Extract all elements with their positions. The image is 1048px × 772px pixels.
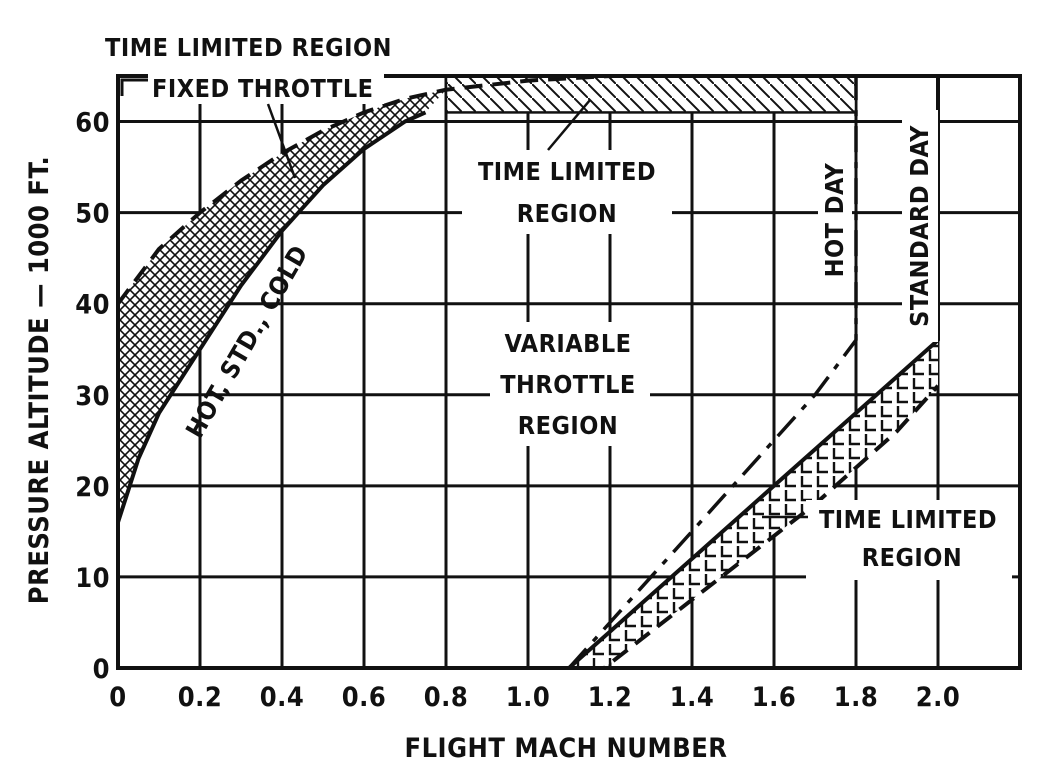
y-tick-label: 10 (75, 563, 110, 594)
series-layer (118, 76, 940, 668)
annotation-bottom-region-line2: REGION (862, 543, 962, 572)
plot-frame (116, 74, 1022, 670)
x-tick-label: 1.6 (752, 682, 797, 713)
annotation-variable-line2: THROTTLE (500, 370, 636, 399)
x-tick-label: 1.0 (506, 682, 551, 713)
annotation-hot-day: HOT DAY (820, 162, 849, 277)
x-tick-label: 0.4 (260, 682, 305, 713)
x-axis-title: FLIGHT MACH NUMBER (404, 733, 727, 764)
annotation-top-region-line1: TIME LIMITED (478, 157, 656, 186)
y-tick-label: 0 (93, 654, 110, 685)
annotation-fixed-throttle-title: TIME LIMITED REGION (105, 33, 392, 62)
series-line-1 (118, 110, 427, 523)
series-line-2 (118, 76, 611, 305)
series-line-4 (567, 76, 940, 668)
top-region-leader (547, 99, 591, 151)
fixed-throttle-leader (266, 103, 297, 179)
y-tick-labels: 0 10 20 30 40 50 60 (75, 108, 110, 685)
y-tick-label: 30 (75, 381, 110, 412)
x-tick-label: 0.2 (178, 682, 223, 713)
series-line-3 (567, 76, 858, 668)
y-tick-label: 20 (75, 472, 110, 503)
x-tick-label: 0 (109, 682, 126, 713)
x-tick-label: 0.6 (342, 682, 387, 713)
y-tick-label: 50 (75, 199, 110, 230)
fixed-throttle-bracket (120, 78, 148, 96)
y-tick-label: 60 (75, 108, 110, 139)
top-time-limited-region (444, 76, 858, 114)
annotation-fixed-throttle: FIXED THROTTLE (152, 74, 374, 103)
series-line-5 (600, 384, 940, 668)
x-tick-label: 1.8 (834, 682, 879, 713)
annotation-standard-day: STANDARD DAY (905, 125, 934, 327)
x-tick-labels: 0 0.2 0.4 0.6 0.8 1.0 1.2 1.4 1.6 1.8 2.0 (109, 682, 961, 713)
annotation-variable-line1: VARIABLE (504, 329, 631, 358)
x-tick-label: 1.4 (670, 682, 715, 713)
x-tick-label: 2.0 (916, 682, 961, 713)
y-tick-label: 40 (75, 290, 110, 321)
annotation-bottom-region-line1: TIME LIMITED (819, 505, 997, 534)
annotations: TIME LIMITED REGION FIXED THROTTLE TIME … (100, 28, 1012, 580)
fixed-throttle-region (118, 89, 446, 523)
annotation-top-region-line2: REGION (517, 199, 617, 228)
y-axis-title: PRESSURE ALTITUDE — 1000 FT. (24, 156, 55, 604)
x-tick-label: 0.8 (424, 682, 469, 713)
annotation-variable-line3: REGION (518, 411, 618, 440)
x-tick-label: 1.2 (588, 682, 633, 713)
